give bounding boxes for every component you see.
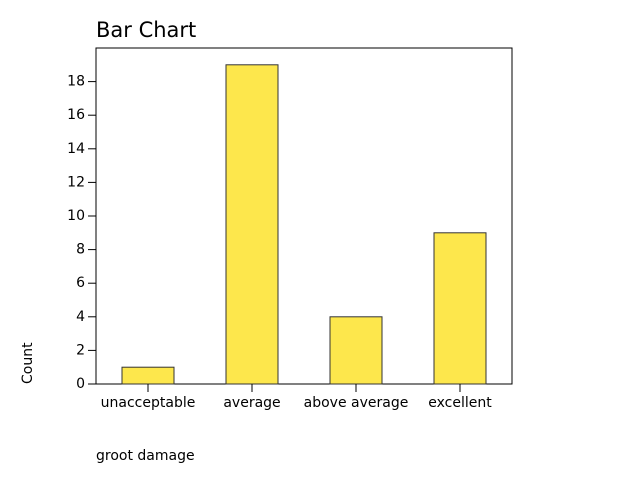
x-tick-label: above average [304, 395, 409, 411]
y-tick-label: 2 [76, 342, 85, 358]
y-tick-label: 14 [67, 141, 85, 157]
y-tick-label: 6 [76, 275, 85, 291]
y-axis-label: Count [20, 342, 36, 384]
bar [433, 232, 487, 385]
y-tick-label: 0 [76, 376, 85, 392]
bar [225, 64, 279, 385]
bar [329, 316, 383, 385]
y-tick-label: 10 [67, 208, 85, 224]
y-tick-label: 12 [67, 174, 85, 190]
x-axis-label: groot damage [96, 448, 195, 464]
y-tick-label: 16 [67, 107, 85, 123]
y-tick-label: 18 [67, 74, 85, 90]
x-tick-label: excellent [428, 395, 492, 411]
y-tick-label: 4 [76, 309, 85, 325]
bar [121, 366, 175, 385]
x-tick-label: average [223, 395, 280, 411]
x-tick-label: unacceptable [101, 395, 196, 411]
y-tick-label: 8 [76, 242, 85, 258]
chart-title: Bar Chart [96, 18, 196, 42]
